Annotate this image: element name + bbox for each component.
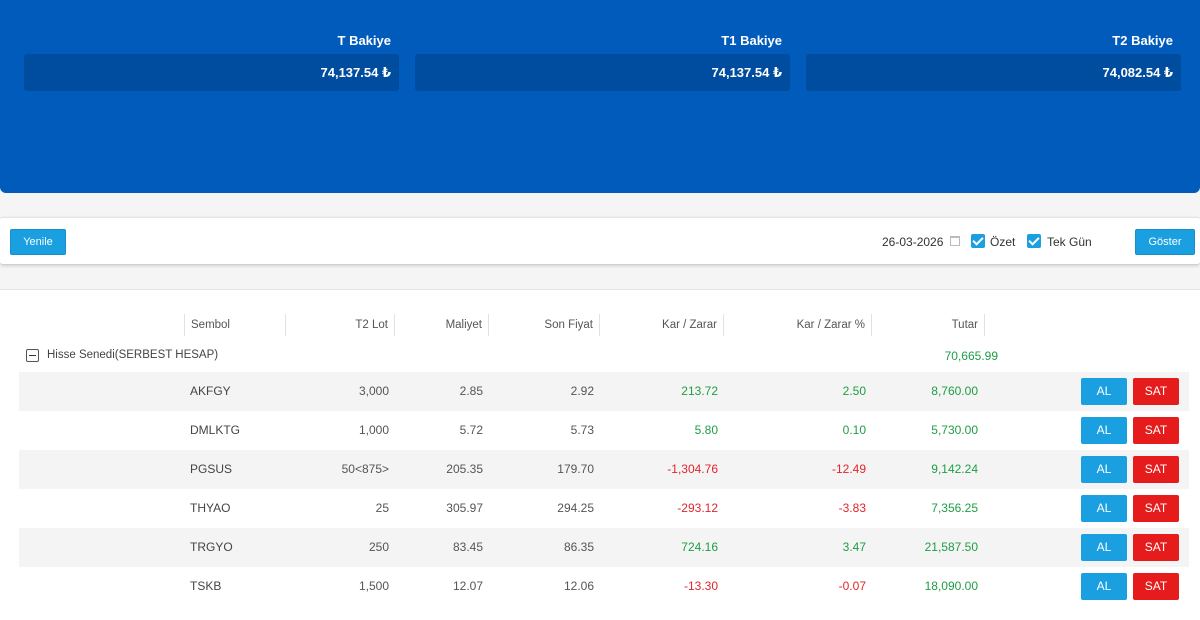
last-price-cell: 5.73 bbox=[570, 423, 594, 437]
table-row: AKFGY 3,000 2.85 2.92 213.72 2.50 8,760.00 AL SA… bbox=[19, 372, 1189, 411]
pnl-percent-cell: -0.07 bbox=[838, 579, 866, 593]
t2-lot-cell: 250 bbox=[368, 540, 389, 554]
pnl-percent-cell: -3.83 bbox=[838, 501, 866, 515]
t2-balance-card: T2 Bakiye 74,082.54 ₺ bbox=[806, 33, 1181, 91]
amount-cell: 21,587.50 bbox=[924, 540, 978, 554]
column-header-pnl-percent[interactable]: Kar / Zarar % bbox=[724, 314, 872, 336]
pnl-cell: -293.12 bbox=[677, 501, 718, 515]
buy-button[interactable]: AL bbox=[1081, 495, 1127, 522]
last-price-cell: 86.35 bbox=[563, 540, 594, 554]
table-row: TRGYO 250 83.45 86.35 724.16 3.47 21,587.50 AL S… bbox=[19, 528, 1189, 567]
sell-button[interactable]: SAT bbox=[1133, 456, 1179, 483]
table-row: DMLKTG 1,000 5.72 5.73 5.80 0.10 5,730.00 AL SAT bbox=[19, 411, 1189, 450]
last-price-cell: 12.06 bbox=[563, 579, 594, 593]
column-header-symbol[interactable]: Sembol bbox=[184, 314, 286, 336]
pnl-cell: 5.80 bbox=[694, 423, 718, 437]
buy-button[interactable]: AL bbox=[1081, 534, 1127, 561]
holdings-list: AKFGY 3,000 2.85 2.92 213.72 2.50 8,760.00 AL SA… bbox=[19, 372, 1189, 606]
symbol-cell: TRGYO bbox=[190, 540, 233, 554]
filter-toolbar: Yenile 26-03-2026 Özet Tek Gün Göster bbox=[0, 217, 1200, 265]
group-row: Hisse Senedi(SERBEST HESAP) 70,665.99 bbox=[19, 345, 1189, 367]
refresh-button[interactable]: Yenile bbox=[10, 229, 66, 255]
buy-button[interactable]: AL bbox=[1081, 378, 1127, 405]
column-header-cost[interactable]: Maliyet bbox=[395, 314, 489, 336]
cost-cell: 205.35 bbox=[446, 462, 483, 476]
collapse-icon[interactable] bbox=[26, 349, 39, 362]
cost-cell: 5.72 bbox=[459, 423, 483, 437]
pnl-cell: 213.72 bbox=[681, 384, 718, 398]
sell-button[interactable]: SAT bbox=[1133, 417, 1179, 444]
column-header-last-price[interactable]: Son Fiyat bbox=[489, 314, 600, 336]
symbol-cell: AKFGY bbox=[190, 384, 231, 398]
single-day-checkbox-label[interactable]: Tek Gün bbox=[1047, 235, 1092, 249]
buy-button[interactable]: AL bbox=[1081, 573, 1127, 600]
amount-cell: 18,090.00 bbox=[924, 579, 978, 593]
t-balance-label: T Bakiye bbox=[337, 33, 391, 48]
t-balance-card: T Bakiye 74,137.54 ₺ bbox=[24, 33, 399, 91]
sell-button[interactable]: SAT bbox=[1133, 495, 1179, 522]
pnl-percent-cell: 3.47 bbox=[842, 540, 866, 554]
t2-lot-cell: 1,000 bbox=[358, 423, 389, 437]
amount-cell: 5,730.00 bbox=[931, 423, 978, 437]
pnl-percent-cell: -12.49 bbox=[831, 462, 866, 476]
t2-lot-cell: 25 bbox=[375, 501, 389, 515]
amount-cell: 9,142.24 bbox=[931, 462, 978, 476]
t2-lot-cell: 3,000 bbox=[358, 384, 389, 398]
sell-button[interactable]: SAT bbox=[1133, 573, 1179, 600]
t2-balance-value: 74,082.54 ₺ bbox=[806, 54, 1181, 91]
cost-cell: 305.97 bbox=[446, 501, 483, 515]
sell-button[interactable]: SAT bbox=[1133, 534, 1179, 561]
last-price-cell: 179.70 bbox=[557, 462, 594, 476]
t1-balance-value: 74,137.54 ₺ bbox=[415, 54, 790, 91]
cost-cell: 2.85 bbox=[459, 384, 483, 398]
symbol-cell: THYAO bbox=[190, 501, 231, 515]
amount-cell: 7,356.25 bbox=[931, 501, 978, 515]
cost-cell: 12.07 bbox=[452, 579, 483, 593]
t1-balance-label: T1 Bakiye bbox=[721, 33, 782, 48]
last-price-cell: 294.25 bbox=[557, 501, 594, 515]
pnl-percent-cell: 2.50 bbox=[842, 384, 866, 398]
table-row: PGSUS 50<875> 205.35 179.70 -1,304.76 -12.49 9… bbox=[19, 450, 1189, 489]
column-header-t2-lot[interactable]: T2 Lot bbox=[286, 314, 395, 336]
group-label: Hisse Senedi(SERBEST HESAP) bbox=[47, 349, 219, 361]
last-price-cell: 2.92 bbox=[570, 384, 594, 398]
column-header-pnl[interactable]: Kar / Zarar bbox=[600, 314, 724, 336]
column-header-amount[interactable]: Tutar bbox=[872, 314, 985, 336]
group-total: 70,665.99 bbox=[944, 349, 998, 363]
t1-balance-card: T1 Bakiye 74,137.54 ₺ bbox=[415, 33, 790, 91]
sell-button[interactable]: SAT bbox=[1133, 378, 1179, 405]
buy-button[interactable]: AL bbox=[1081, 417, 1127, 444]
t-balance-value: 74,137.54 ₺ bbox=[24, 54, 399, 91]
single-day-checkbox[interactable] bbox=[1027, 234, 1041, 248]
pnl-cell: 724.16 bbox=[681, 540, 718, 554]
t2-balance-label: T2 Bakiye bbox=[1112, 33, 1173, 48]
t2-lot-cell: 1,500 bbox=[358, 579, 389, 593]
symbol-cell: PGSUS bbox=[190, 462, 233, 476]
calendar-icon[interactable] bbox=[950, 236, 960, 246]
pnl-percent-cell: 0.10 bbox=[842, 423, 866, 437]
amount-cell: 8,760.00 bbox=[931, 384, 978, 398]
t2-lot-cell: 50<875> bbox=[341, 462, 389, 476]
symbol-cell: TSKB bbox=[190, 579, 222, 593]
balance-header: T Bakiye 74,137.54 ₺ T1 Bakiye 74,137.54… bbox=[0, 0, 1200, 193]
pnl-cell: -13.30 bbox=[683, 579, 718, 593]
table-row: THYAO 25 305.97 294.25 -293.12 -3.83 7,356.25 A… bbox=[19, 489, 1189, 528]
show-button[interactable]: Göster bbox=[1135, 229, 1195, 255]
pnl-cell: -1,304.76 bbox=[667, 462, 718, 476]
summary-checkbox[interactable] bbox=[971, 234, 985, 248]
summary-checkbox-label[interactable]: Özet bbox=[990, 235, 1016, 249]
buy-button[interactable]: AL bbox=[1081, 456, 1127, 483]
table-row: TSKB 1,500 12.07 12.06 -13.30 -0.07 18,090.00 A… bbox=[19, 567, 1189, 606]
cost-cell: 83.45 bbox=[452, 540, 483, 554]
date-input[interactable]: 26-03-2026 bbox=[882, 235, 944, 249]
symbol-cell: DMLKTG bbox=[190, 423, 241, 437]
